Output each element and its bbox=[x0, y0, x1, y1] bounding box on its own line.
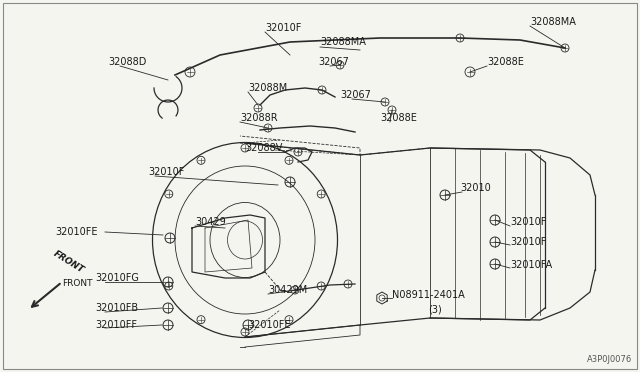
Text: A3P0J0076: A3P0J0076 bbox=[587, 355, 632, 364]
Text: 32088MA: 32088MA bbox=[530, 17, 576, 27]
Text: 32010FE: 32010FE bbox=[248, 320, 291, 330]
Text: 32088R: 32088R bbox=[240, 113, 278, 123]
Text: 32010F: 32010F bbox=[510, 217, 547, 227]
Text: 32088E: 32088E bbox=[380, 113, 417, 123]
Text: FRONT: FRONT bbox=[52, 249, 86, 275]
Text: 32010FE: 32010FE bbox=[55, 227, 97, 237]
Text: 32067: 32067 bbox=[340, 90, 371, 100]
Text: 32010FB: 32010FB bbox=[95, 303, 138, 313]
Text: 32010F: 32010F bbox=[148, 167, 184, 177]
Text: 32088E: 32088E bbox=[487, 57, 524, 67]
Text: N08911-2401A: N08911-2401A bbox=[392, 290, 465, 300]
Text: 32010F: 32010F bbox=[265, 23, 301, 33]
Text: 32088D: 32088D bbox=[108, 57, 147, 67]
Text: 32088V: 32088V bbox=[245, 143, 282, 153]
Text: 32010F: 32010F bbox=[510, 237, 547, 247]
Text: 32010FA: 32010FA bbox=[510, 260, 552, 270]
Text: (3): (3) bbox=[428, 305, 442, 315]
Text: 32010FG: 32010FG bbox=[95, 273, 139, 283]
Text: 32010FF: 32010FF bbox=[95, 320, 137, 330]
Text: 32010: 32010 bbox=[460, 183, 491, 193]
Text: FRONT: FRONT bbox=[62, 279, 93, 289]
Text: 32088MA: 32088MA bbox=[320, 37, 366, 47]
Text: 32067: 32067 bbox=[318, 57, 349, 67]
Text: 30429M: 30429M bbox=[268, 285, 307, 295]
Text: 32088M: 32088M bbox=[248, 83, 287, 93]
Text: 30429: 30429 bbox=[195, 217, 226, 227]
